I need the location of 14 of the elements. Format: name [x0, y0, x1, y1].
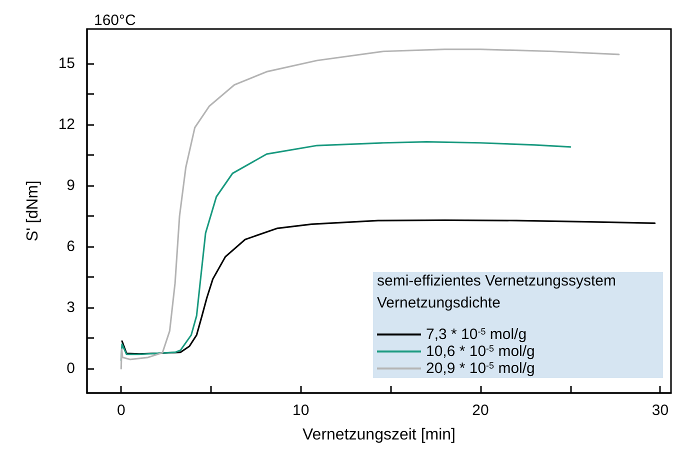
- x-tick-label: 30: [652, 402, 669, 419]
- x-tick-label: 0: [116, 402, 126, 419]
- y-tick-label: 3: [66, 299, 75, 316]
- x-tick-label: 10: [292, 402, 310, 419]
- legend-title: semi-effizientes Vernetzungssystem Vernetzungsdichte: [377, 272, 616, 312]
- y-axis-title: S' [dNm]: [24, 180, 42, 242]
- x-axis-title: Vernetzungszeit [min]: [302, 426, 456, 444]
- y-tick-label: 6: [66, 238, 75, 256]
- y-tick-label: 0: [66, 360, 75, 378]
- y-tick-label: 15: [58, 55, 75, 72]
- x-tick-label: 20: [472, 402, 489, 419]
- y-tick-label: 9: [66, 177, 75, 194]
- chart-title: 160°C: [94, 12, 136, 29]
- y-tick-label: 12: [58, 116, 75, 134]
